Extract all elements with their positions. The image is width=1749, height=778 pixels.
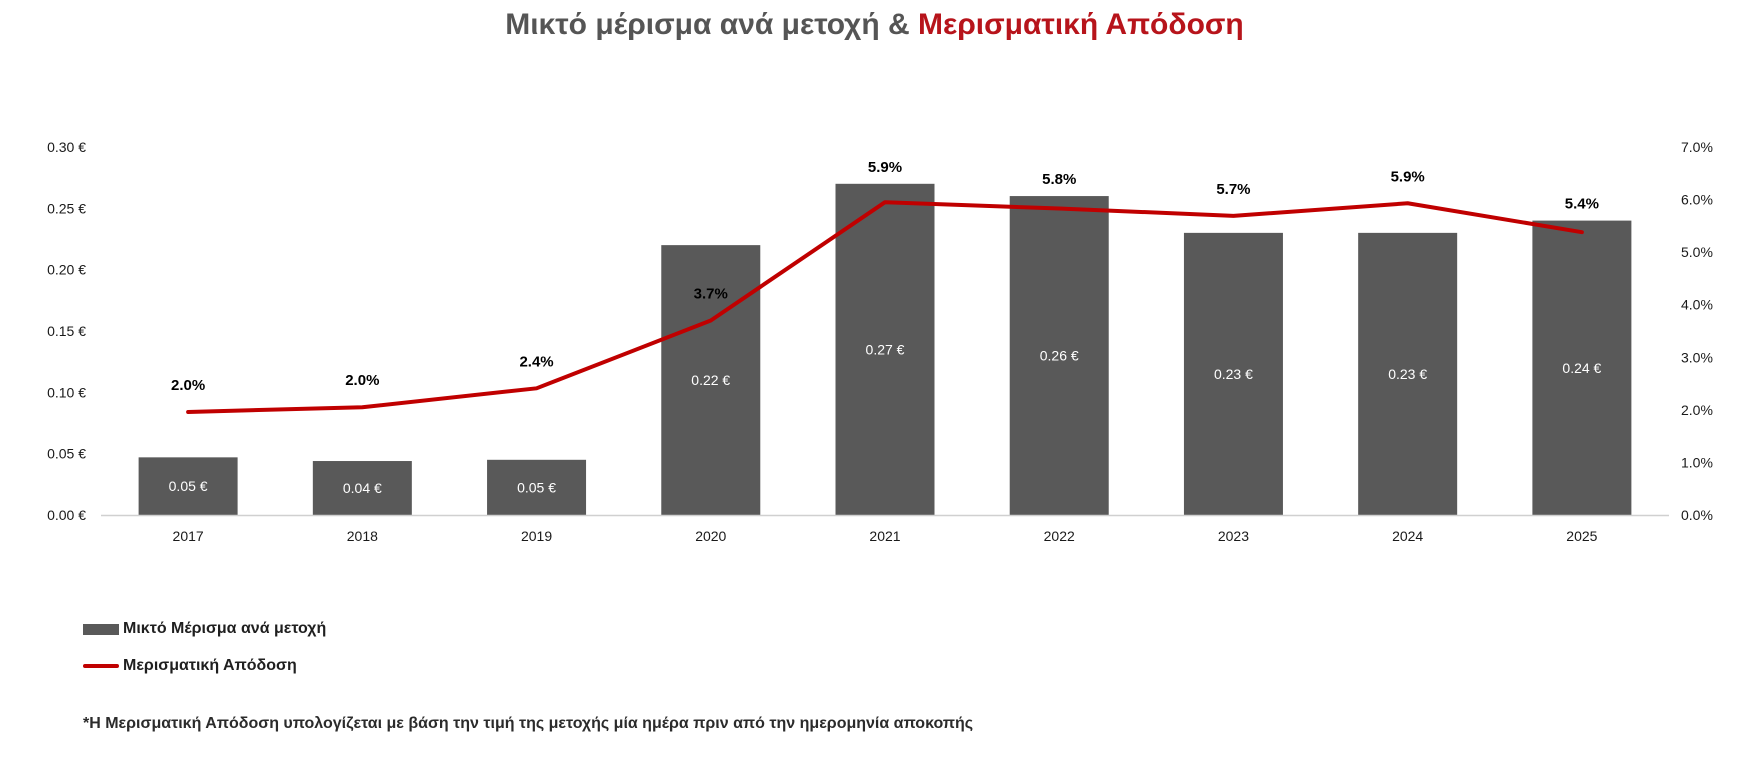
yield-data-label: 5.7%: [1216, 181, 1250, 198]
right-axis-tick-label: 7.0%: [1681, 139, 1713, 155]
x-axis-tick-label: 2019: [521, 528, 552, 544]
x-axis-tick-label: 2025: [1566, 528, 1597, 544]
left-axis-tick-label: 0.20 €: [47, 262, 86, 278]
left-axis-tick-label: 0.00 €: [47, 507, 86, 523]
x-axis-tick-label: 2017: [173, 528, 204, 544]
bar-data-label: 0.26 €: [1040, 348, 1079, 364]
left-axis-tick-label: 0.15 €: [47, 323, 86, 339]
right-axis-tick-label: 4.0%: [1681, 297, 1713, 313]
legend-bar-swatch: [83, 623, 119, 635]
bar: [1009, 196, 1109, 516]
bar-data-label: 0.22 €: [691, 372, 730, 388]
x-axis-tick-label: 2023: [1218, 528, 1249, 544]
x-axis-tick-label: 2021: [869, 528, 900, 544]
yield-data-label: 5.9%: [1391, 168, 1425, 185]
x-axis-tick-label: 2022: [1044, 528, 1075, 544]
bar: [661, 245, 761, 515]
bar: [312, 461, 412, 515]
legend-bar-label: Μικτό Μέρισμα ανά μετοχή: [123, 620, 327, 637]
yield-data-label: 5.9%: [868, 159, 902, 176]
yield-line: [186, 200, 1584, 414]
legend-item-bar: Μικτό Μέρισμα ανά μετοχή: [83, 620, 326, 638]
right-axis-tick-label: 6.0%: [1681, 192, 1713, 208]
yield-data-label: 5.8%: [1042, 171, 1076, 188]
bar-data-label: 0.23 €: [1214, 366, 1253, 382]
left-axis-tick-label: 0.30 €: [47, 139, 86, 155]
bar: [835, 183, 935, 516]
bar-data-label: 0.23 €: [1388, 366, 1427, 382]
footnote: *Η Μερισματική Απόδοση υπολογίζεται με β…: [83, 715, 974, 732]
right-axis-tick-label: 0.0%: [1681, 507, 1713, 523]
x-axis-tick-label: 2020: [695, 528, 726, 544]
bar: [1183, 232, 1283, 515]
right-axis-tick-label: 2.0%: [1681, 402, 1713, 418]
bar: [1532, 220, 1632, 515]
legend-item-line: Μερισματική Απόδοση: [83, 657, 297, 675]
bar: [138, 457, 238, 515]
bar: [1358, 232, 1458, 515]
bar-data-label: 0.04 €: [343, 480, 382, 496]
left-axis-tick-label: 0.05 €: [47, 446, 86, 462]
combo-chart: 0.00 € 0.05 € 0.10 € 0.15 € 0.20 € 0.25 € 0.30…: [47, 139, 1713, 544]
right-axis-tick-label: 3.0%: [1681, 349, 1713, 365]
chart-title: Μικτό μέρισμα ανά μετοχή & Μερισματική Α…: [0, 8, 1749, 42]
bar-data-label: 0.05 €: [517, 479, 556, 495]
yield-data-label: 2.0%: [345, 372, 379, 389]
x-axis-tick-label: 2024: [1392, 528, 1423, 544]
left-axis-tick-label: 0.25 €: [47, 200, 86, 216]
bar: [487, 459, 587, 515]
yield-data-label: 3.7%: [694, 285, 728, 302]
left-axis-tick-label: 0.10 €: [47, 384, 86, 400]
bar-data-label: 0.27 €: [866, 341, 905, 357]
legend-line-swatch: [83, 664, 119, 668]
bar-data-label: 0.24 €: [1562, 360, 1601, 376]
chart-title-part2: Μερισματική Απόδοση: [917, 8, 1244, 41]
x-axis-tick-label: 2018: [347, 528, 378, 544]
right-axis-tick-label: 5.0%: [1681, 244, 1713, 260]
yield-data-label: 5.4%: [1565, 196, 1599, 213]
yield-data-label: 2.0%: [171, 377, 205, 394]
right-axis-tick-label: 1.0%: [1681, 454, 1713, 470]
bar-data-label: 0.05 €: [169, 478, 208, 494]
chart-title-part1: Μικτό μέρισμα ανά μετοχή &: [505, 8, 918, 41]
legend-line-label: Μερισματική Απόδοση: [123, 657, 297, 674]
yield-data-label: 2.4%: [519, 353, 553, 370]
